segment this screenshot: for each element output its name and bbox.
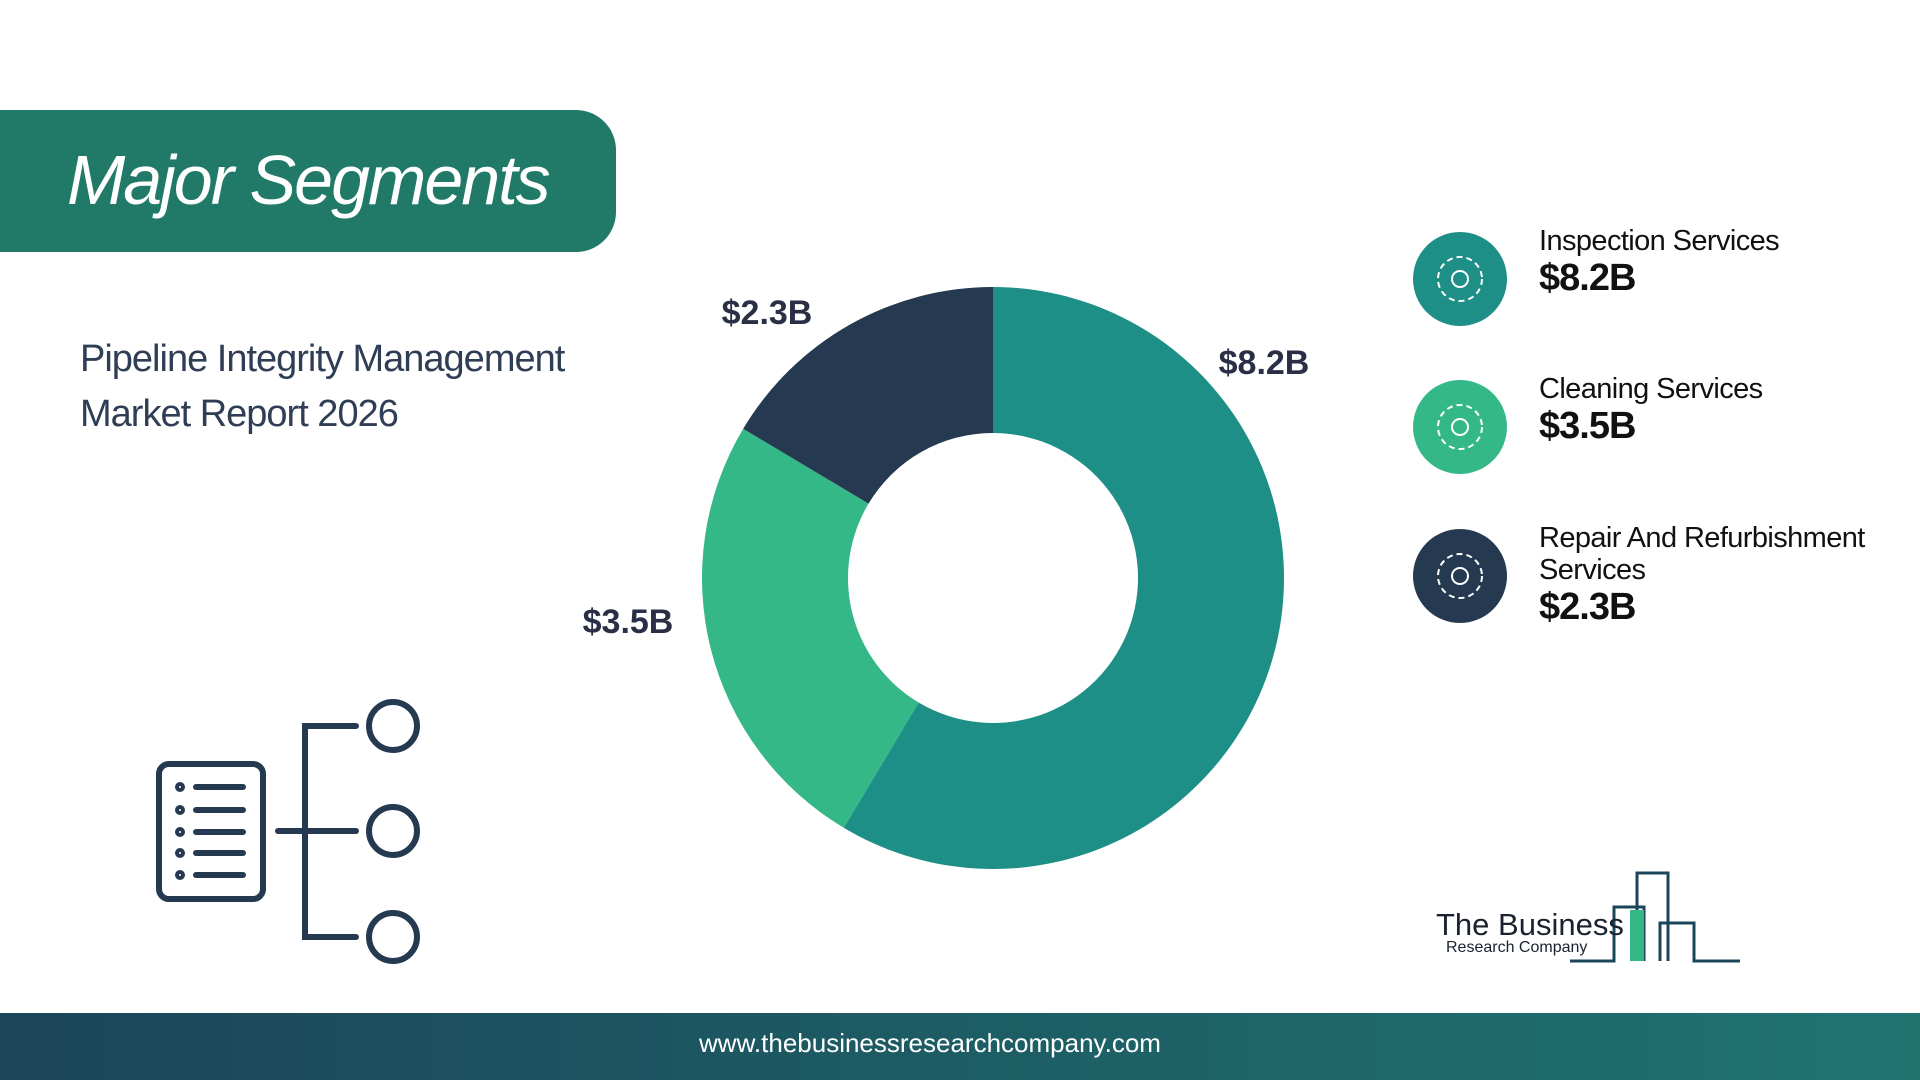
logo-mark bbox=[1570, 871, 1740, 963]
legend-icon-glyph bbox=[1437, 256, 1483, 302]
legend-icon-glyph bbox=[1437, 553, 1483, 599]
donut-slice bbox=[743, 287, 993, 504]
tree-icon bbox=[156, 699, 420, 964]
donut bbox=[702, 287, 1284, 869]
legend-entry: Cleaning Services $3.5B bbox=[1539, 373, 1914, 448]
logo-line2: Research Company bbox=[1446, 939, 1587, 956]
data-label: $8.2B bbox=[1219, 344, 1310, 382]
data-label: $2.3B bbox=[722, 294, 813, 332]
subtitle: Pipeline Integrity Management Market Rep… bbox=[80, 338, 565, 435]
donut-slice bbox=[702, 428, 919, 828]
logo-line1: The Business bbox=[1436, 907, 1624, 942]
legend-value: $8.2B bbox=[1539, 257, 1636, 299]
legend-entry: Repair And Refurbishment Services $2.3B bbox=[1539, 522, 1914, 629]
legend-icon bbox=[1413, 380, 1507, 474]
footer-url: www.thebusinessresearchcompany.com bbox=[699, 1028, 1161, 1058]
title: Major Segments bbox=[67, 141, 551, 219]
legend-icons bbox=[1413, 232, 1507, 623]
legend-entry: Inspection Services $8.2B bbox=[1539, 225, 1914, 300]
legend-value: $3.5B bbox=[1539, 405, 1636, 447]
legend-icon-glyph bbox=[1451, 270, 1469, 288]
legend-name: Inspection Services bbox=[1539, 225, 1780, 257]
legend-icon-glyph bbox=[1451, 418, 1469, 436]
legend-icon-glyph bbox=[1451, 567, 1469, 585]
legend-icon bbox=[1413, 529, 1507, 623]
legend-value: $2.3B bbox=[1539, 586, 1636, 628]
header-band bbox=[0, 110, 616, 252]
donut-slice bbox=[843, 287, 1284, 869]
data-label: $3.5B bbox=[583, 603, 674, 641]
legend-name: Repair And Refurbishment Services bbox=[1539, 522, 1865, 586]
legend-name: Cleaning Services bbox=[1539, 373, 1763, 405]
footer-band bbox=[0, 1013, 1920, 1080]
legend-icon-glyph bbox=[1437, 404, 1483, 450]
legend-icon bbox=[1413, 232, 1507, 326]
donut-labels: $8.2B $3.5B $2.3B bbox=[583, 294, 1310, 641]
